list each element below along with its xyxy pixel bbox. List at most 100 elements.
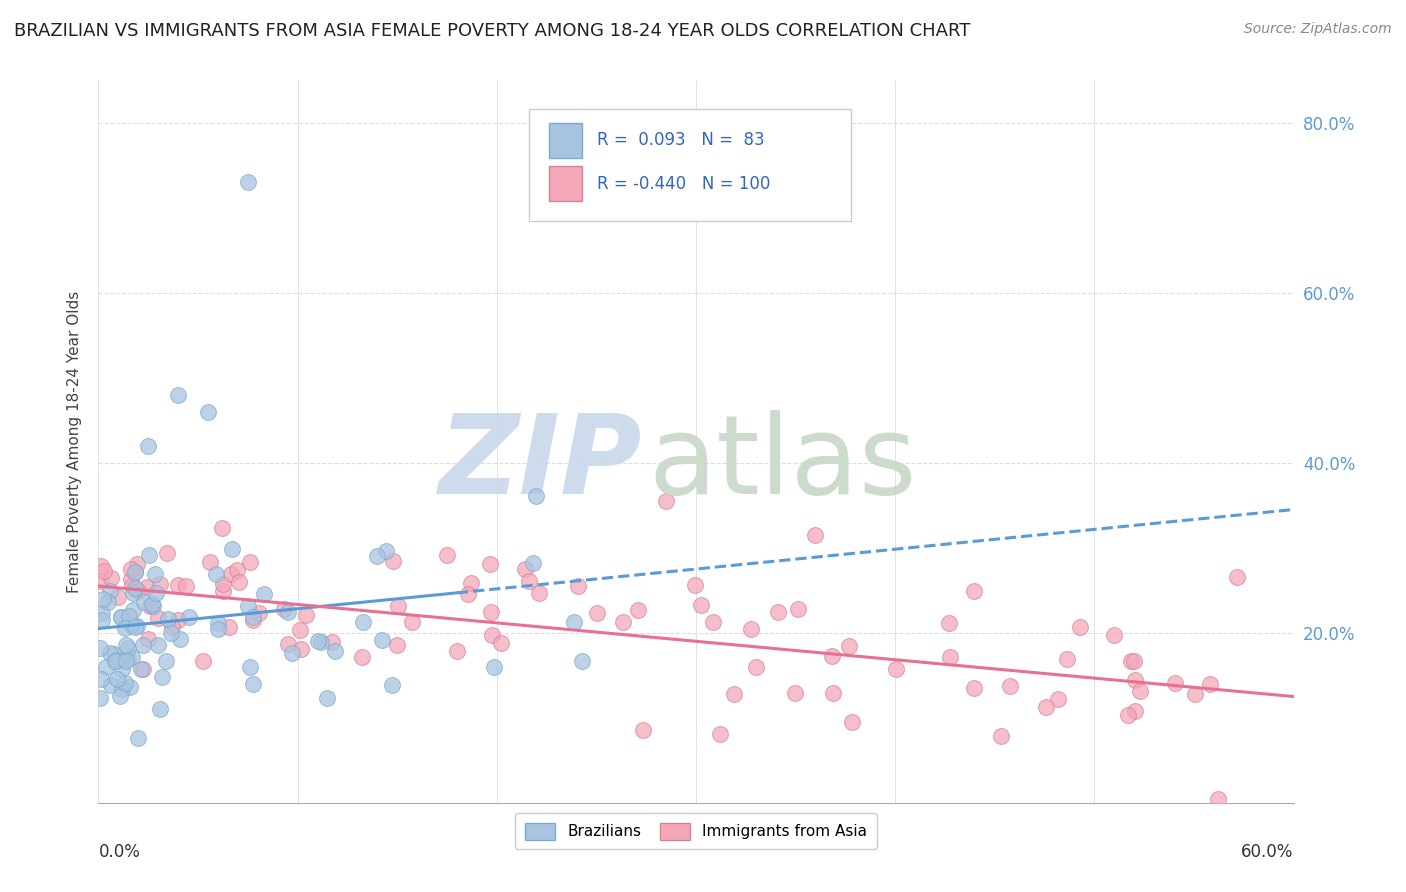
Point bbox=[167, 613, 190, 627]
Point bbox=[211, 583, 233, 598]
Point bbox=[114, 621, 136, 635]
Point bbox=[156, 546, 179, 560]
Point bbox=[110, 610, 132, 624]
Point bbox=[105, 672, 128, 686]
Point bbox=[117, 641, 139, 656]
Point bbox=[280, 646, 302, 660]
Point bbox=[838, 640, 860, 654]
Point bbox=[100, 571, 122, 585]
Point bbox=[385, 638, 408, 652]
Point bbox=[1121, 654, 1143, 668]
Point bbox=[146, 638, 169, 652]
Legend: Brazilians, Immigrants from Asia: Brazilians, Immigrants from Asia bbox=[516, 814, 876, 849]
Point bbox=[218, 620, 240, 634]
Point bbox=[124, 619, 146, 633]
Point bbox=[783, 686, 806, 700]
Point bbox=[366, 549, 388, 563]
Point bbox=[323, 644, 346, 658]
Point bbox=[124, 565, 146, 579]
Point bbox=[242, 609, 264, 624]
Point bbox=[219, 567, 242, 582]
Point bbox=[294, 607, 316, 622]
Point bbox=[446, 644, 468, 658]
Point bbox=[136, 580, 159, 594]
Point bbox=[211, 521, 233, 535]
Point bbox=[160, 626, 183, 640]
Point bbox=[277, 637, 299, 651]
Point bbox=[149, 701, 172, 715]
FancyBboxPatch shape bbox=[529, 109, 852, 221]
Point bbox=[627, 602, 650, 616]
Point bbox=[198, 555, 221, 569]
Point bbox=[585, 607, 607, 621]
Point bbox=[247, 606, 270, 620]
Point bbox=[138, 632, 160, 646]
Point bbox=[236, 175, 259, 189]
Point bbox=[193, 654, 215, 668]
Point bbox=[139, 599, 162, 614]
Point bbox=[1056, 652, 1078, 666]
Point bbox=[1046, 692, 1069, 706]
Point bbox=[1069, 620, 1091, 634]
Y-axis label: Female Poverty Among 18-24 Year Olds: Female Poverty Among 18-24 Year Olds bbox=[66, 291, 82, 592]
Point bbox=[1198, 677, 1220, 691]
Point bbox=[207, 615, 229, 630]
Point bbox=[145, 586, 167, 600]
Point bbox=[804, 528, 827, 542]
Point bbox=[884, 662, 907, 676]
Point bbox=[100, 678, 122, 692]
Point bbox=[167, 577, 190, 591]
Point bbox=[108, 689, 131, 703]
Point bbox=[94, 660, 117, 674]
Point bbox=[122, 585, 145, 599]
Point bbox=[125, 557, 148, 571]
Point bbox=[321, 635, 343, 649]
Point bbox=[612, 615, 634, 630]
Point bbox=[142, 599, 165, 613]
Point bbox=[655, 494, 678, 508]
Point bbox=[89, 640, 111, 655]
Point bbox=[375, 544, 398, 558]
Point bbox=[745, 659, 768, 673]
Point bbox=[740, 622, 762, 636]
Point bbox=[690, 598, 713, 612]
Point bbox=[702, 615, 724, 629]
Point bbox=[316, 690, 339, 705]
Point bbox=[134, 595, 156, 609]
Point bbox=[1129, 683, 1152, 698]
Point bbox=[939, 650, 962, 665]
Point bbox=[524, 489, 547, 503]
Point bbox=[479, 605, 502, 619]
Point bbox=[277, 605, 299, 619]
Point bbox=[481, 628, 503, 642]
Point bbox=[169, 632, 191, 646]
Point bbox=[127, 584, 149, 599]
Point bbox=[118, 609, 141, 624]
Point bbox=[1123, 673, 1146, 687]
Point bbox=[564, 615, 586, 630]
Point bbox=[91, 592, 114, 607]
Point bbox=[273, 601, 295, 615]
Point bbox=[685, 578, 707, 592]
Point bbox=[124, 565, 146, 579]
Point bbox=[97, 595, 120, 609]
Point bbox=[482, 660, 505, 674]
Point bbox=[489, 635, 512, 649]
Point bbox=[93, 564, 115, 578]
Point bbox=[382, 554, 405, 568]
Point bbox=[1122, 654, 1144, 668]
Point bbox=[149, 577, 172, 591]
Point bbox=[105, 653, 128, 667]
Point bbox=[129, 662, 152, 676]
Point bbox=[963, 583, 986, 598]
Point bbox=[207, 622, 229, 636]
Point bbox=[115, 638, 138, 652]
Point bbox=[1184, 687, 1206, 701]
Point bbox=[288, 623, 311, 637]
Point bbox=[100, 584, 122, 599]
Point bbox=[120, 618, 142, 632]
Point bbox=[290, 642, 312, 657]
Text: ZIP: ZIP bbox=[439, 409, 643, 516]
Point bbox=[120, 562, 142, 576]
Point bbox=[709, 727, 731, 741]
